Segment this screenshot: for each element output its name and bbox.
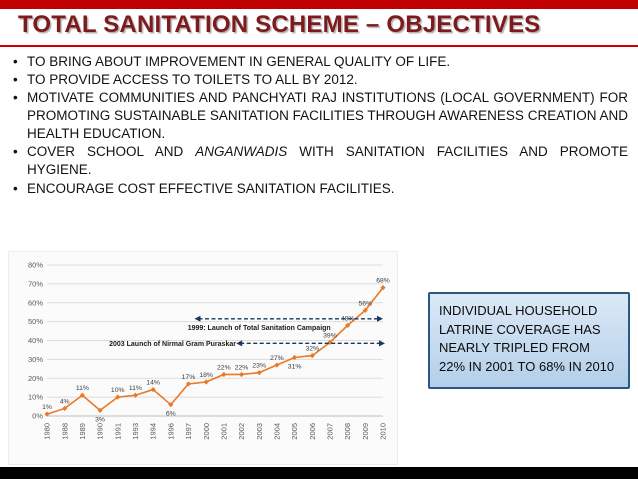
bullet-text-prefix: COVER SCHOOL AND (27, 144, 196, 160)
svg-text:2004: 2004 (272, 423, 281, 440)
svg-text:6%: 6% (166, 411, 176, 418)
bullet-cover-schools: COVER SCHOOL AND ANGANWADIS WITH SANITAT… (10, 143, 628, 179)
bullet-text-italic: ANGANWADIS (195, 144, 288, 160)
svg-text:20%: 20% (28, 374, 43, 383)
coverage-callout-box: INDIVIDUAL HOUSEHOLD LATRINE COVERAGE HA… (428, 292, 630, 389)
svg-text:11%: 11% (129, 385, 142, 392)
bottom-accent-bar (0, 467, 638, 479)
svg-text:32%: 32% (305, 346, 319, 353)
callout-text: INDIVIDUAL HOUSEHOLD LATRINE COVERAGE HA… (439, 303, 615, 374)
svg-text:30%: 30% (28, 355, 43, 364)
svg-text:3%: 3% (95, 416, 105, 423)
bullet-text: MOTIVATE COMMUNITIES AND PANCHYATI RAJ I… (27, 90, 628, 142)
svg-text:50%: 50% (28, 317, 43, 326)
svg-text:0%: 0% (32, 412, 43, 421)
svg-text:1988: 1988 (60, 423, 69, 440)
bullet-text: TO BRING ABOUT IMPROVEMENT IN GENERAL QU… (27, 54, 451, 69)
svg-text:60%: 60% (28, 298, 43, 307)
page-title: TOTAL SANITATION SCHEME – OBJECTIVES (18, 11, 541, 38)
svg-text:1993: 1993 (131, 423, 140, 440)
svg-text:1999: Launch of Total Sanitati: 1999: Launch of Total Sanitation Campaig… (188, 325, 331, 332)
svg-text:2010: 2010 (379, 423, 388, 440)
bullet-toilets-access: TO PROVIDE ACCESS TO TOILETS TO ALL BY 2… (10, 71, 628, 89)
latrine-coverage-line-chart: 0% 10% 20% 30% 40% 50% 60% 70% 80% 1980 1988 1989 19… (8, 251, 398, 465)
svg-text:22%: 22% (217, 364, 231, 371)
svg-text:11%: 11% (76, 385, 89, 392)
svg-text:17%: 17% (182, 374, 196, 381)
objectives-bullet-list: TO BRING ABOUT IMPROVEMENT IN GENERAL QU… (10, 53, 628, 198)
svg-text:1989: 1989 (78, 423, 87, 440)
svg-text:14%: 14% (146, 380, 160, 387)
svg-text:2000: 2000 (202, 423, 211, 440)
svg-text:48%: 48% (341, 315, 355, 322)
bullet-text: ENCOURAGE COST EFFECTIVE SANITATION FACI… (27, 180, 395, 196)
svg-text:23%: 23% (252, 363, 266, 370)
title-underline (0, 45, 638, 47)
svg-text:1994: 1994 (149, 423, 158, 440)
svg-text:1%: 1% (42, 404, 52, 411)
svg-text:1997: 1997 (184, 423, 193, 440)
svg-text:1996: 1996 (166, 423, 175, 440)
top-accent-bar (0, 0, 638, 9)
svg-text:1991: 1991 (113, 423, 122, 440)
bullet-text: TO PROVIDE ACCESS TO TOILETS TO ALL BY 2… (27, 72, 358, 88)
svg-text:2005: 2005 (290, 423, 299, 440)
svg-text:4%: 4% (60, 398, 70, 405)
svg-text:2008: 2008 (343, 423, 352, 440)
svg-text:2003: 2003 (255, 423, 264, 440)
svg-text:2009: 2009 (361, 423, 370, 440)
svg-text:10%: 10% (28, 393, 43, 402)
svg-text:40%: 40% (28, 336, 43, 345)
svg-text:2002: 2002 (237, 423, 246, 440)
svg-text:1990: 1990 (96, 423, 105, 440)
coverage-chart-svg: 0% 10% 20% 30% 40% 50% 60% 70% 80% 1980 1988 1989 19… (28, 261, 390, 440)
svg-text:31%: 31% (288, 363, 302, 370)
svg-text:10%: 10% (111, 387, 125, 394)
svg-text:2001: 2001 (219, 423, 228, 440)
svg-text:70%: 70% (28, 279, 43, 288)
svg-text:39%: 39% (323, 332, 337, 339)
bullet-text-suffix: WITH SANITATION FACILITIES AND PROMOTE H… (27, 144, 629, 178)
bullet-cost-effective: ENCOURAGE COST EFFECTIVE SANITATION FACI… (10, 180, 628, 198)
svg-text:2003 Launch of Nirmal Gram Pur: 2003 Launch of Nirmal Gram Puraskar (109, 341, 236, 348)
svg-text:27%: 27% (270, 355, 284, 362)
bullet-motivate-communities: MOTIVATE COMMUNITIES AND PANCHYATI RAJ I… (10, 89, 628, 143)
svg-text:1980: 1980 (43, 423, 52, 440)
svg-text:2007: 2007 (326, 423, 335, 440)
svg-text:22%: 22% (235, 364, 249, 371)
svg-text:80%: 80% (28, 261, 43, 270)
svg-text:2006: 2006 (308, 423, 317, 440)
bullet-quality-of-life: TO BRING ABOUT IMPROVEMENT IN GENERAL QU… (10, 53, 628, 71)
svg-text:18%: 18% (199, 372, 213, 379)
svg-text:56%: 56% (359, 300, 373, 307)
svg-text:68%: 68% (376, 278, 390, 285)
